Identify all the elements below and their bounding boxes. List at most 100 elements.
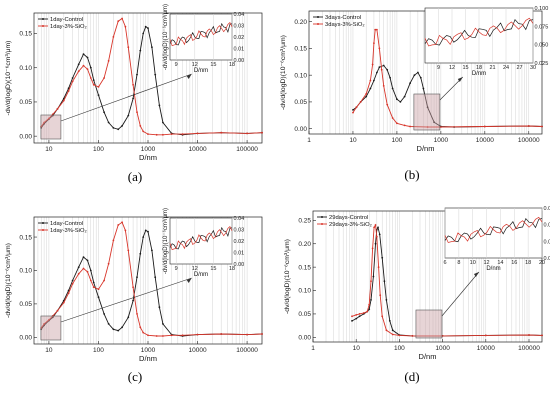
- x-tick-label: 10000: [189, 146, 207, 153]
- inset-y-tick-label: 0.00: [234, 58, 245, 64]
- series-point: [125, 26, 127, 28]
- series-point: [72, 81, 74, 83]
- series-point: [147, 133, 149, 135]
- series-point: [352, 112, 354, 114]
- inset-y-tick-label: 0.04: [544, 239, 550, 245]
- series-point: [541, 126, 543, 128]
- series-point: [352, 109, 354, 111]
- inset-y-tick-label: 0.02: [234, 239, 245, 245]
- inset-frame: [445, 208, 542, 258]
- series-point: [366, 311, 368, 313]
- series-point: [414, 74, 416, 76]
- series-point: [370, 80, 372, 82]
- series-point: [113, 36, 115, 38]
- series-point: [351, 320, 353, 322]
- y-tick-label: 0.20: [294, 19, 307, 26]
- series-point: [136, 276, 138, 278]
- x-tick-label: 100: [394, 345, 405, 352]
- series-point: [113, 127, 115, 129]
- series-point: [162, 335, 164, 337]
- series-point: [78, 273, 80, 275]
- series-point: [182, 133, 184, 135]
- series-point: [121, 18, 123, 20]
- y-tick-label: 0.05: [19, 99, 32, 106]
- series-point: [389, 320, 391, 322]
- series-point: [378, 266, 380, 268]
- x-tick-label: 100: [93, 347, 104, 354]
- inset-x-tick-label: 6: [443, 260, 446, 266]
- series-point: [384, 280, 386, 282]
- series-point: [103, 77, 105, 79]
- series-point: [162, 323, 164, 325]
- series-point: [108, 263, 110, 265]
- inset-x-tick-label: 15: [210, 62, 216, 68]
- y-tick-label: 0.15: [19, 31, 32, 38]
- series-point: [396, 122, 398, 124]
- series-point: [372, 64, 374, 66]
- x-tick-label: 100000: [518, 137, 540, 144]
- y-tick-label: 0.05: [294, 99, 307, 106]
- series-point: [156, 335, 158, 337]
- series-point: [409, 126, 411, 128]
- series-point: [147, 334, 149, 336]
- zoom-region: [41, 115, 61, 139]
- series-point: [379, 48, 381, 50]
- y-tick-label: 0.00: [298, 335, 311, 342]
- series-point: [98, 94, 100, 96]
- series-point: [359, 315, 361, 317]
- series-point: [78, 70, 80, 72]
- series-point: [392, 334, 394, 336]
- inset-y-tick-label: 0.00: [234, 262, 245, 268]
- series-point: [117, 20, 119, 22]
- series-point: [409, 82, 411, 84]
- series-point: [83, 256, 85, 258]
- series-point: [72, 77, 74, 79]
- legend-label: 29days-Control: [329, 215, 368, 221]
- series-point: [83, 65, 85, 67]
- series-point: [162, 122, 164, 124]
- x-tick-label: 10000: [189, 347, 207, 354]
- series-point: [375, 243, 377, 245]
- series-point: [246, 334, 248, 336]
- series-point: [376, 29, 378, 31]
- series-point: [372, 248, 374, 250]
- series-point: [386, 329, 388, 331]
- series-point: [57, 310, 59, 312]
- series-point: [68, 292, 70, 294]
- series-point: [404, 125, 406, 127]
- y-tick-label: 0.15: [298, 264, 311, 271]
- series-point: [392, 329, 394, 331]
- legend-marker: [317, 23, 319, 25]
- x-tick-label: 10: [45, 347, 53, 354]
- y-tick-label: 0.10: [298, 288, 311, 295]
- panel-caption: (d): [404, 369, 419, 384]
- inset-frame: [170, 218, 232, 264]
- inset-frame: [170, 14, 232, 60]
- series-point: [360, 101, 362, 103]
- inset-x-tick-label: 10: [470, 260, 476, 266]
- series-point: [87, 57, 89, 59]
- x-axis-label: D/nm: [139, 354, 157, 363]
- series-point: [375, 224, 377, 226]
- series-point: [399, 335, 401, 337]
- legend-label: 3days-Control: [325, 15, 361, 21]
- series-point: [156, 134, 158, 136]
- x-tick-label: 100000: [518, 345, 540, 352]
- series-point: [368, 304, 370, 306]
- series-point: [136, 313, 138, 315]
- legend-label: 29days-3%-SiO₂: [329, 222, 372, 228]
- series-point: [220, 333, 222, 335]
- series-point: [121, 125, 123, 127]
- series-point: [132, 84, 134, 86]
- x-tick-label: 10: [349, 137, 357, 144]
- series-point: [182, 334, 184, 336]
- legend-marker: [317, 16, 319, 18]
- inset-x-axis-label: D/nm: [194, 272, 208, 278]
- series-point: [368, 308, 370, 310]
- series-point: [400, 101, 402, 103]
- inset-y-tick-label: 0.05: [544, 223, 550, 229]
- inset-x-tick-label: 9: [175, 62, 178, 68]
